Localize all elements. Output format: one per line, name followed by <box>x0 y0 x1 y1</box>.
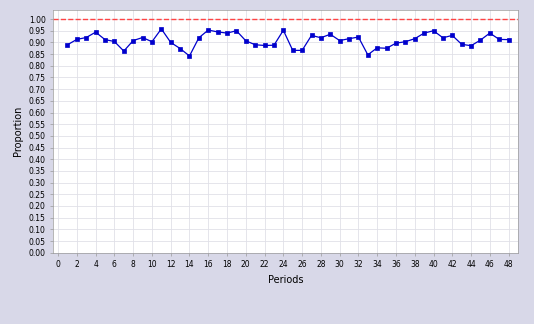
By period <box>111 40 117 43</box>
By period <box>242 39 249 43</box>
By period <box>149 40 155 44</box>
All day <box>55 17 61 21</box>
By period <box>215 30 221 34</box>
By period <box>393 41 399 45</box>
By period <box>195 36 202 40</box>
By period <box>383 46 390 50</box>
By period <box>280 28 287 32</box>
By period <box>289 48 296 52</box>
By period <box>186 54 193 58</box>
By period <box>168 40 174 44</box>
By period <box>430 29 437 33</box>
By period <box>477 38 484 42</box>
By period <box>102 38 108 41</box>
By period <box>468 44 474 48</box>
By period <box>224 31 230 35</box>
By period <box>439 36 446 40</box>
By period <box>83 36 90 40</box>
By period <box>374 46 380 50</box>
By period <box>327 32 333 36</box>
By period <box>64 43 70 47</box>
By period <box>121 49 127 53</box>
By period <box>139 36 146 40</box>
By period <box>346 37 352 40</box>
By period <box>308 33 315 37</box>
By period <box>365 53 371 57</box>
By period <box>299 48 305 52</box>
By period <box>421 31 427 35</box>
By period <box>318 36 324 40</box>
By period <box>130 39 136 42</box>
By period <box>252 43 258 47</box>
By period <box>177 47 183 51</box>
By period <box>205 28 211 32</box>
By period <box>496 38 502 41</box>
By period <box>261 43 268 47</box>
By period <box>412 37 418 40</box>
By period <box>336 39 343 42</box>
By period <box>271 43 277 47</box>
By period <box>402 40 409 44</box>
By period <box>233 29 240 33</box>
By period <box>459 42 465 46</box>
By period <box>92 30 99 34</box>
By period <box>505 38 512 41</box>
By period <box>158 27 164 31</box>
All day <box>64 17 70 21</box>
By period <box>486 31 493 35</box>
Y-axis label: Proportion: Proportion <box>13 106 23 156</box>
By period <box>74 38 80 41</box>
Line: By period: By period <box>65 27 511 58</box>
By period <box>449 33 456 37</box>
By period <box>355 35 362 39</box>
X-axis label: Periods: Periods <box>268 275 303 285</box>
